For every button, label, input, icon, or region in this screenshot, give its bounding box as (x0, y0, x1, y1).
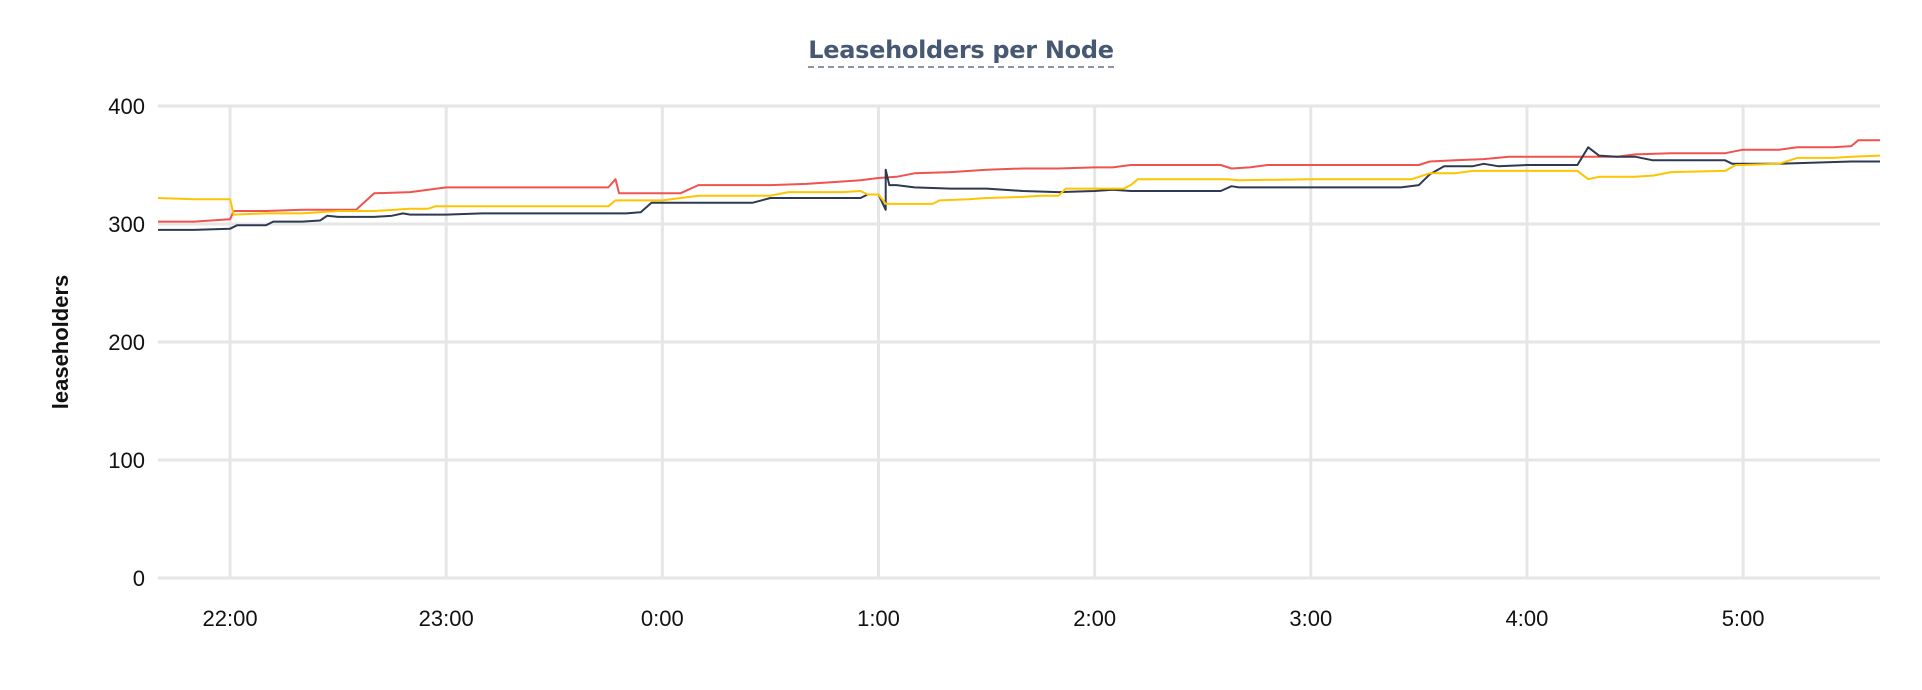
y-tick-label: 200 (108, 330, 145, 355)
y-tick-label: 400 (108, 94, 145, 119)
series-layer (157, 139, 1881, 231)
chart-title[interactable]: Leaseholders per Node (0, 36, 1922, 68)
x-tick-label: 1:00 (857, 606, 900, 631)
series-line-3[interactable] (157, 154, 1881, 216)
x-tick-label: 0:00 (641, 606, 684, 631)
y-axis-label: leaseholders (48, 275, 73, 410)
series-line-1[interactable] (158, 139, 1880, 223)
y-axis-ticks: 0 100 200 300 400 (108, 94, 145, 591)
series-line-2[interactable] (158, 146, 1880, 231)
y-tick-label: 0 (133, 566, 145, 591)
x-tick-label: 22:00 (203, 606, 258, 631)
x-tick-label: 2:00 (1073, 606, 1116, 631)
x-tick-label: 5:00 (1722, 606, 1765, 631)
horizontal-gridlines (158, 104, 1880, 580)
x-tick-label: 3:00 (1289, 606, 1332, 631)
x-axis-ticks: 22:00 23:00 0:00 1:00 2:00 3:00 4:00 5:00 (203, 606, 1765, 631)
x-tick-label: 4:00 (1506, 606, 1549, 631)
y-tick-label: 300 (108, 212, 145, 237)
x-tick-label: 23:00 (419, 606, 474, 631)
y-tick-label: 100 (108, 448, 145, 473)
chart-title-text[interactable]: Leaseholders per Node (808, 36, 1114, 68)
